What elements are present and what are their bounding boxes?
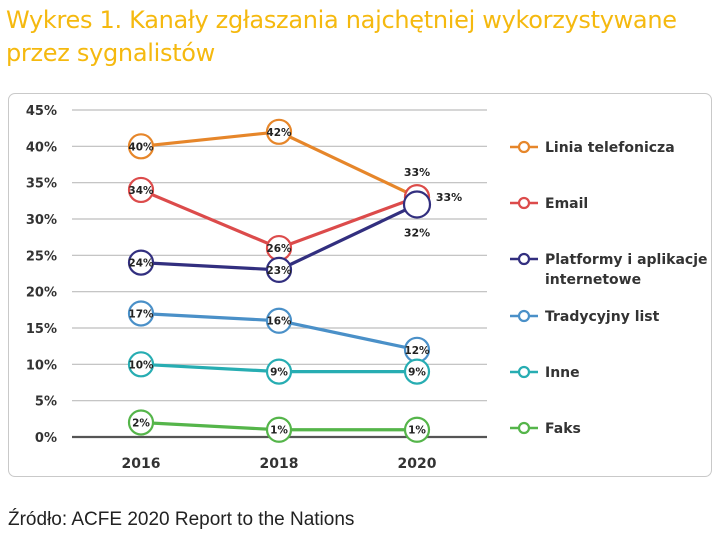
data-label: 12% bbox=[404, 345, 430, 357]
y-tick-label: 15% bbox=[26, 322, 57, 337]
data-point bbox=[127, 409, 155, 436]
chart-frame bbox=[8, 93, 712, 477]
data-point bbox=[127, 351, 155, 378]
data-point bbox=[403, 416, 431, 443]
data-point bbox=[265, 118, 293, 145]
data-point bbox=[265, 256, 293, 283]
chart-title: Wykres 1. Kanały zgłaszania najchętniej … bbox=[6, 6, 677, 67]
data-label: 42% bbox=[266, 127, 292, 139]
data-label: 1% bbox=[408, 425, 426, 437]
data-label: 2% bbox=[132, 417, 150, 429]
data-label: 33% bbox=[436, 191, 462, 204]
data-label: 24% bbox=[128, 258, 154, 270]
legend-label: Tradycyjny list bbox=[545, 309, 660, 325]
data-label: 1% bbox=[270, 425, 288, 437]
y-tick-label: 25% bbox=[26, 249, 57, 264]
data-point bbox=[265, 358, 293, 385]
y-tick-label: 0% bbox=[35, 431, 57, 446]
data-point bbox=[265, 416, 293, 443]
legend-marker bbox=[517, 309, 531, 323]
legend-marker bbox=[517, 140, 531, 154]
y-tick-label: 45% bbox=[26, 104, 57, 119]
data-point bbox=[127, 176, 155, 204]
legend-label-continued: internetowe bbox=[545, 272, 641, 288]
y-tick-label: 30% bbox=[26, 213, 57, 228]
y-tick-label: 10% bbox=[26, 358, 57, 373]
data-point bbox=[403, 358, 431, 385]
data-label: 32% bbox=[404, 226, 430, 239]
legend-marker bbox=[517, 365, 531, 379]
data-label: 10% bbox=[128, 359, 154, 371]
data-label: 17% bbox=[128, 308, 154, 320]
source-note: Źródło: ACFE 2020 Report to the Nations bbox=[8, 509, 355, 530]
x-tick-label: 2020 bbox=[398, 456, 437, 472]
data-label: 9% bbox=[270, 367, 288, 379]
data-point bbox=[127, 300, 155, 327]
data-point bbox=[127, 133, 155, 160]
legend-label: Inne bbox=[545, 365, 580, 381]
line-chart: 0% 5% 10% 15% 20% 25% 30% 35% 40% 45% 2016 2018 2020… bbox=[26, 104, 708, 472]
data-point bbox=[402, 190, 432, 219]
legend-marker bbox=[517, 421, 531, 435]
data-label: 16% bbox=[266, 316, 292, 328]
data-point bbox=[127, 249, 155, 276]
legend-label: Email bbox=[545, 196, 588, 212]
legend-marker bbox=[517, 196, 531, 210]
legend-marker bbox=[517, 252, 531, 266]
x-tick-label: 2016 bbox=[122, 456, 161, 472]
y-tick-label: 35% bbox=[26, 177, 57, 192]
y-tick-label: 40% bbox=[26, 140, 57, 155]
legend-label: Linia telefonicza bbox=[545, 140, 675, 156]
data-label: 40% bbox=[128, 141, 154, 153]
data-label: 23% bbox=[266, 265, 292, 277]
x-tick-label: 2018 bbox=[260, 456, 299, 472]
y-tick-label: 20% bbox=[26, 286, 57, 301]
data-label: 33% bbox=[404, 166, 430, 179]
data-label: 34% bbox=[128, 185, 154, 197]
y-tick-label: 5% bbox=[35, 395, 57, 410]
legend-label: Faks bbox=[545, 421, 581, 437]
data-label: 9% bbox=[408, 367, 426, 379]
data-point bbox=[265, 307, 293, 334]
data-label: 26% bbox=[266, 243, 292, 255]
legend-label: Platformy i aplikacje bbox=[545, 252, 708, 268]
